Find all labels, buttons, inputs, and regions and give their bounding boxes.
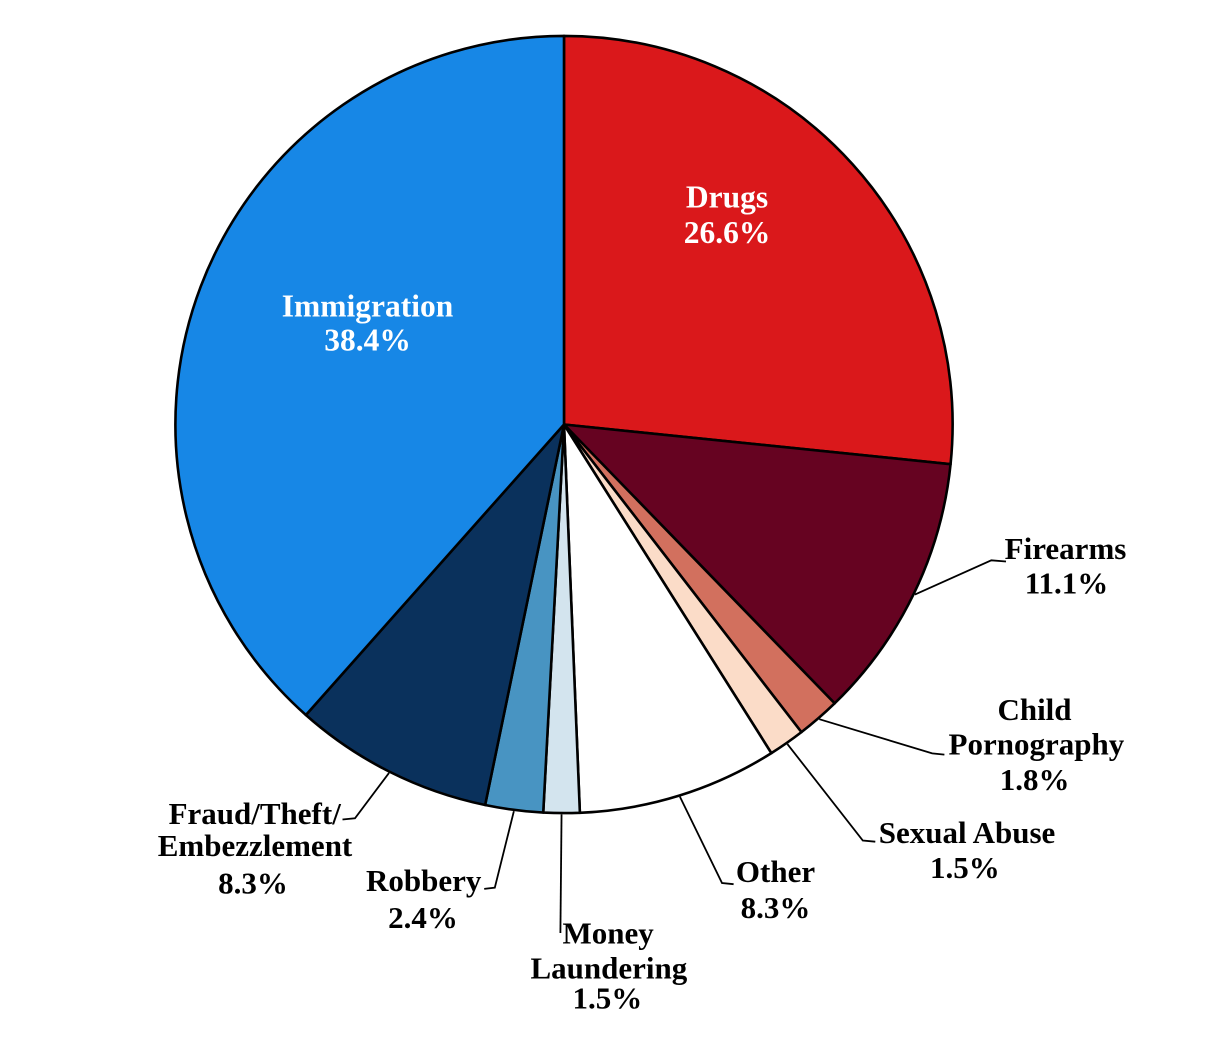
svg-text:38.4%: 38.4% (324, 322, 411, 357)
svg-text:Fraud/Theft/: Fraud/Theft/ (169, 796, 342, 831)
svg-text:8.3%: 8.3% (218, 865, 288, 900)
svg-text:Immigration: Immigration (282, 289, 454, 324)
svg-text:Robbery: Robbery (366, 863, 482, 898)
svg-text:Other: Other (736, 854, 815, 889)
svg-text:Child: Child (997, 692, 1071, 727)
svg-text:Firearms: Firearms (1005, 531, 1127, 566)
svg-text:8.3%: 8.3% (741, 890, 811, 925)
svg-text:Money: Money (562, 916, 654, 951)
svg-text:1.5%: 1.5% (573, 981, 643, 1016)
svg-text:11.1%: 11.1% (1025, 566, 1109, 601)
svg-text:1.8%: 1.8% (1000, 762, 1070, 797)
svg-text:1.5%: 1.5% (930, 850, 1000, 885)
svg-text:Laundering: Laundering (531, 950, 688, 985)
svg-text:Pornography: Pornography (949, 727, 1125, 762)
svg-text:26.6%: 26.6% (684, 215, 771, 250)
svg-text:Sexual Abuse: Sexual Abuse (879, 815, 1056, 850)
svg-text:Embezzlement: Embezzlement (158, 828, 353, 863)
svg-text:2.4%: 2.4% (388, 900, 458, 935)
svg-text:Drugs: Drugs (686, 179, 768, 214)
